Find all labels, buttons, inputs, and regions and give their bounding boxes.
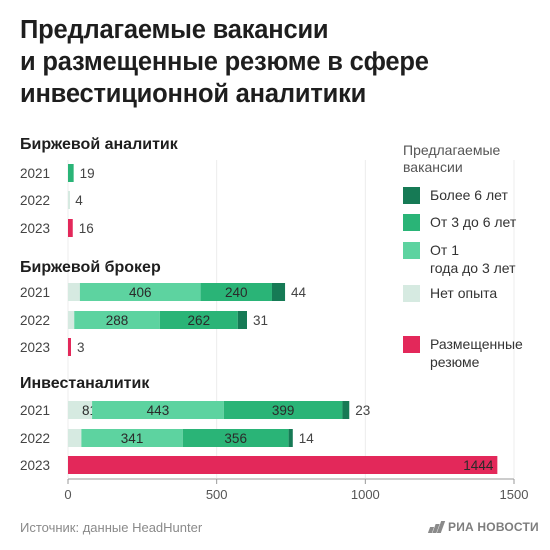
x-tick-label-1000: 1000: [351, 487, 380, 502]
legend-swatch-none: [403, 285, 420, 302]
bar-segment-3to6-3-2021: [223, 401, 343, 419]
legend-title-line-2: вакансии: [403, 159, 463, 175]
chart-title: Предлагаемые вакансии и размещенные резю…: [20, 14, 530, 110]
segment-label-3to6-2-2022: 262: [188, 313, 211, 328]
bar-segment-3to6-3-2022: [182, 429, 289, 447]
bar-resumes-1-2023: [68, 219, 73, 237]
source-note: Источник: данные HeadHunter: [20, 520, 203, 535]
ria-logo-icon: [427, 521, 446, 533]
segment-label-1to3-3-2021: 443: [147, 403, 170, 418]
group-title-2: Биржевой брокер: [20, 259, 161, 276]
legend-label-1to3-line-2: года до 3 лет: [430, 260, 516, 276]
end-label-3-2022: 14: [299, 431, 315, 446]
legend-swatch-more6: [403, 187, 420, 204]
legend-label-more6: Более 6 лет: [430, 187, 508, 203]
bar-segment-more6-3-2022: [288, 429, 293, 447]
bar-segment-none-2-2022: [68, 311, 75, 329]
year-label-1-2022: 2022: [20, 193, 50, 208]
segment-label-1to3-2-2022: 288: [106, 313, 129, 328]
bar-resumes-3-2023: [68, 456, 498, 474]
segment-label-1to3-3-2022: 341: [121, 431, 144, 446]
bar-segment-none-3-2022: [68, 429, 82, 447]
group-title-1: Биржевой аналитик: [20, 136, 179, 153]
legend-swatch-resumes: [403, 336, 420, 353]
year-label-2-2023: 2023: [20, 340, 50, 355]
publisher-name: РИА НОВОСТИ: [448, 520, 539, 534]
legend-label-1to3: От 1: [430, 242, 459, 258]
bar-segment-none-1-2022: [68, 191, 70, 209]
segment-label-3to6-2-2021: 240: [225, 285, 248, 300]
bar-segment-1to3-2-2022: [74, 311, 160, 329]
end-label-3-2021: 23: [355, 403, 370, 418]
x-tick-label-1500: 1500: [500, 487, 529, 502]
bar-segment-more6-2-2021: [271, 283, 286, 301]
bar-segment-3to6-2-2021: [200, 283, 272, 301]
year-label-3-2023: 2023: [20, 458, 50, 473]
title-line-3: инвестиционной аналитики: [20, 80, 367, 108]
title-line-1: Предлагаемые вакансии: [20, 16, 329, 44]
bar-segment-none-3-2021: [68, 401, 93, 419]
bar-segment-3to6-1-2021: [68, 164, 74, 182]
bar-segment-more6-2-2022: [237, 311, 247, 329]
bar-segment-1to3-3-2022: [81, 429, 183, 447]
segment-label-1to3-2-2021: 406: [129, 285, 152, 300]
end-label-2-2022: 31: [253, 313, 268, 328]
bar-segment-3to6-2-2022: [159, 311, 238, 329]
bar-segment-1to3-3-2021: [92, 401, 224, 419]
year-label-2-2021: 2021: [20, 285, 50, 300]
group-title-3: Инвестаналитик: [20, 375, 150, 392]
segment-label-3to6-3-2021: 399: [272, 403, 295, 418]
end-label-2-2021: 44: [291, 285, 307, 300]
legend-label-3to6: От 3 до 6 лет: [430, 214, 517, 230]
legend-label-none: Нет опыта: [430, 285, 497, 301]
title-line-2: и размещенные резюме в сфере: [20, 48, 429, 76]
x-tick-label-0: 0: [64, 487, 71, 502]
bar-label-inside-3-2023: 1444: [463, 458, 494, 473]
end-label-1-2023: 16: [79, 221, 94, 236]
end-label-1-2022: 4: [75, 193, 83, 208]
bar-segment-more6-3-2021: [342, 401, 350, 419]
year-label-1-2023: 2023: [20, 221, 50, 236]
year-label-3-2022: 2022: [20, 431, 50, 446]
legend-label-resumes-line-2: резюме: [430, 354, 480, 370]
x-tick-label-500: 500: [206, 487, 228, 502]
bar-segment-none-2-2021: [68, 283, 80, 301]
legend-swatch-3to6: [403, 214, 420, 231]
legend-title-line-1: Предлагаемые: [403, 142, 501, 158]
year-label-1-2021: 2021: [20, 166, 50, 181]
end-label-1-2021: 19: [80, 166, 95, 181]
bar-segment-1to3-2-2021: [79, 283, 201, 301]
bar-resumes-2-2023: [68, 338, 71, 356]
year-label-3-2021: 2021: [20, 403, 50, 418]
publisher-logo: РИА НОВОСТИ: [427, 520, 539, 534]
legend-swatch-1to3: [403, 242, 420, 259]
end-label-2-2023: 3: [77, 340, 85, 355]
segment-label-3to6-3-2022: 356: [224, 431, 247, 446]
legend-label-resumes: Размещенные: [430, 336, 523, 352]
year-label-2-2022: 2022: [20, 313, 50, 328]
